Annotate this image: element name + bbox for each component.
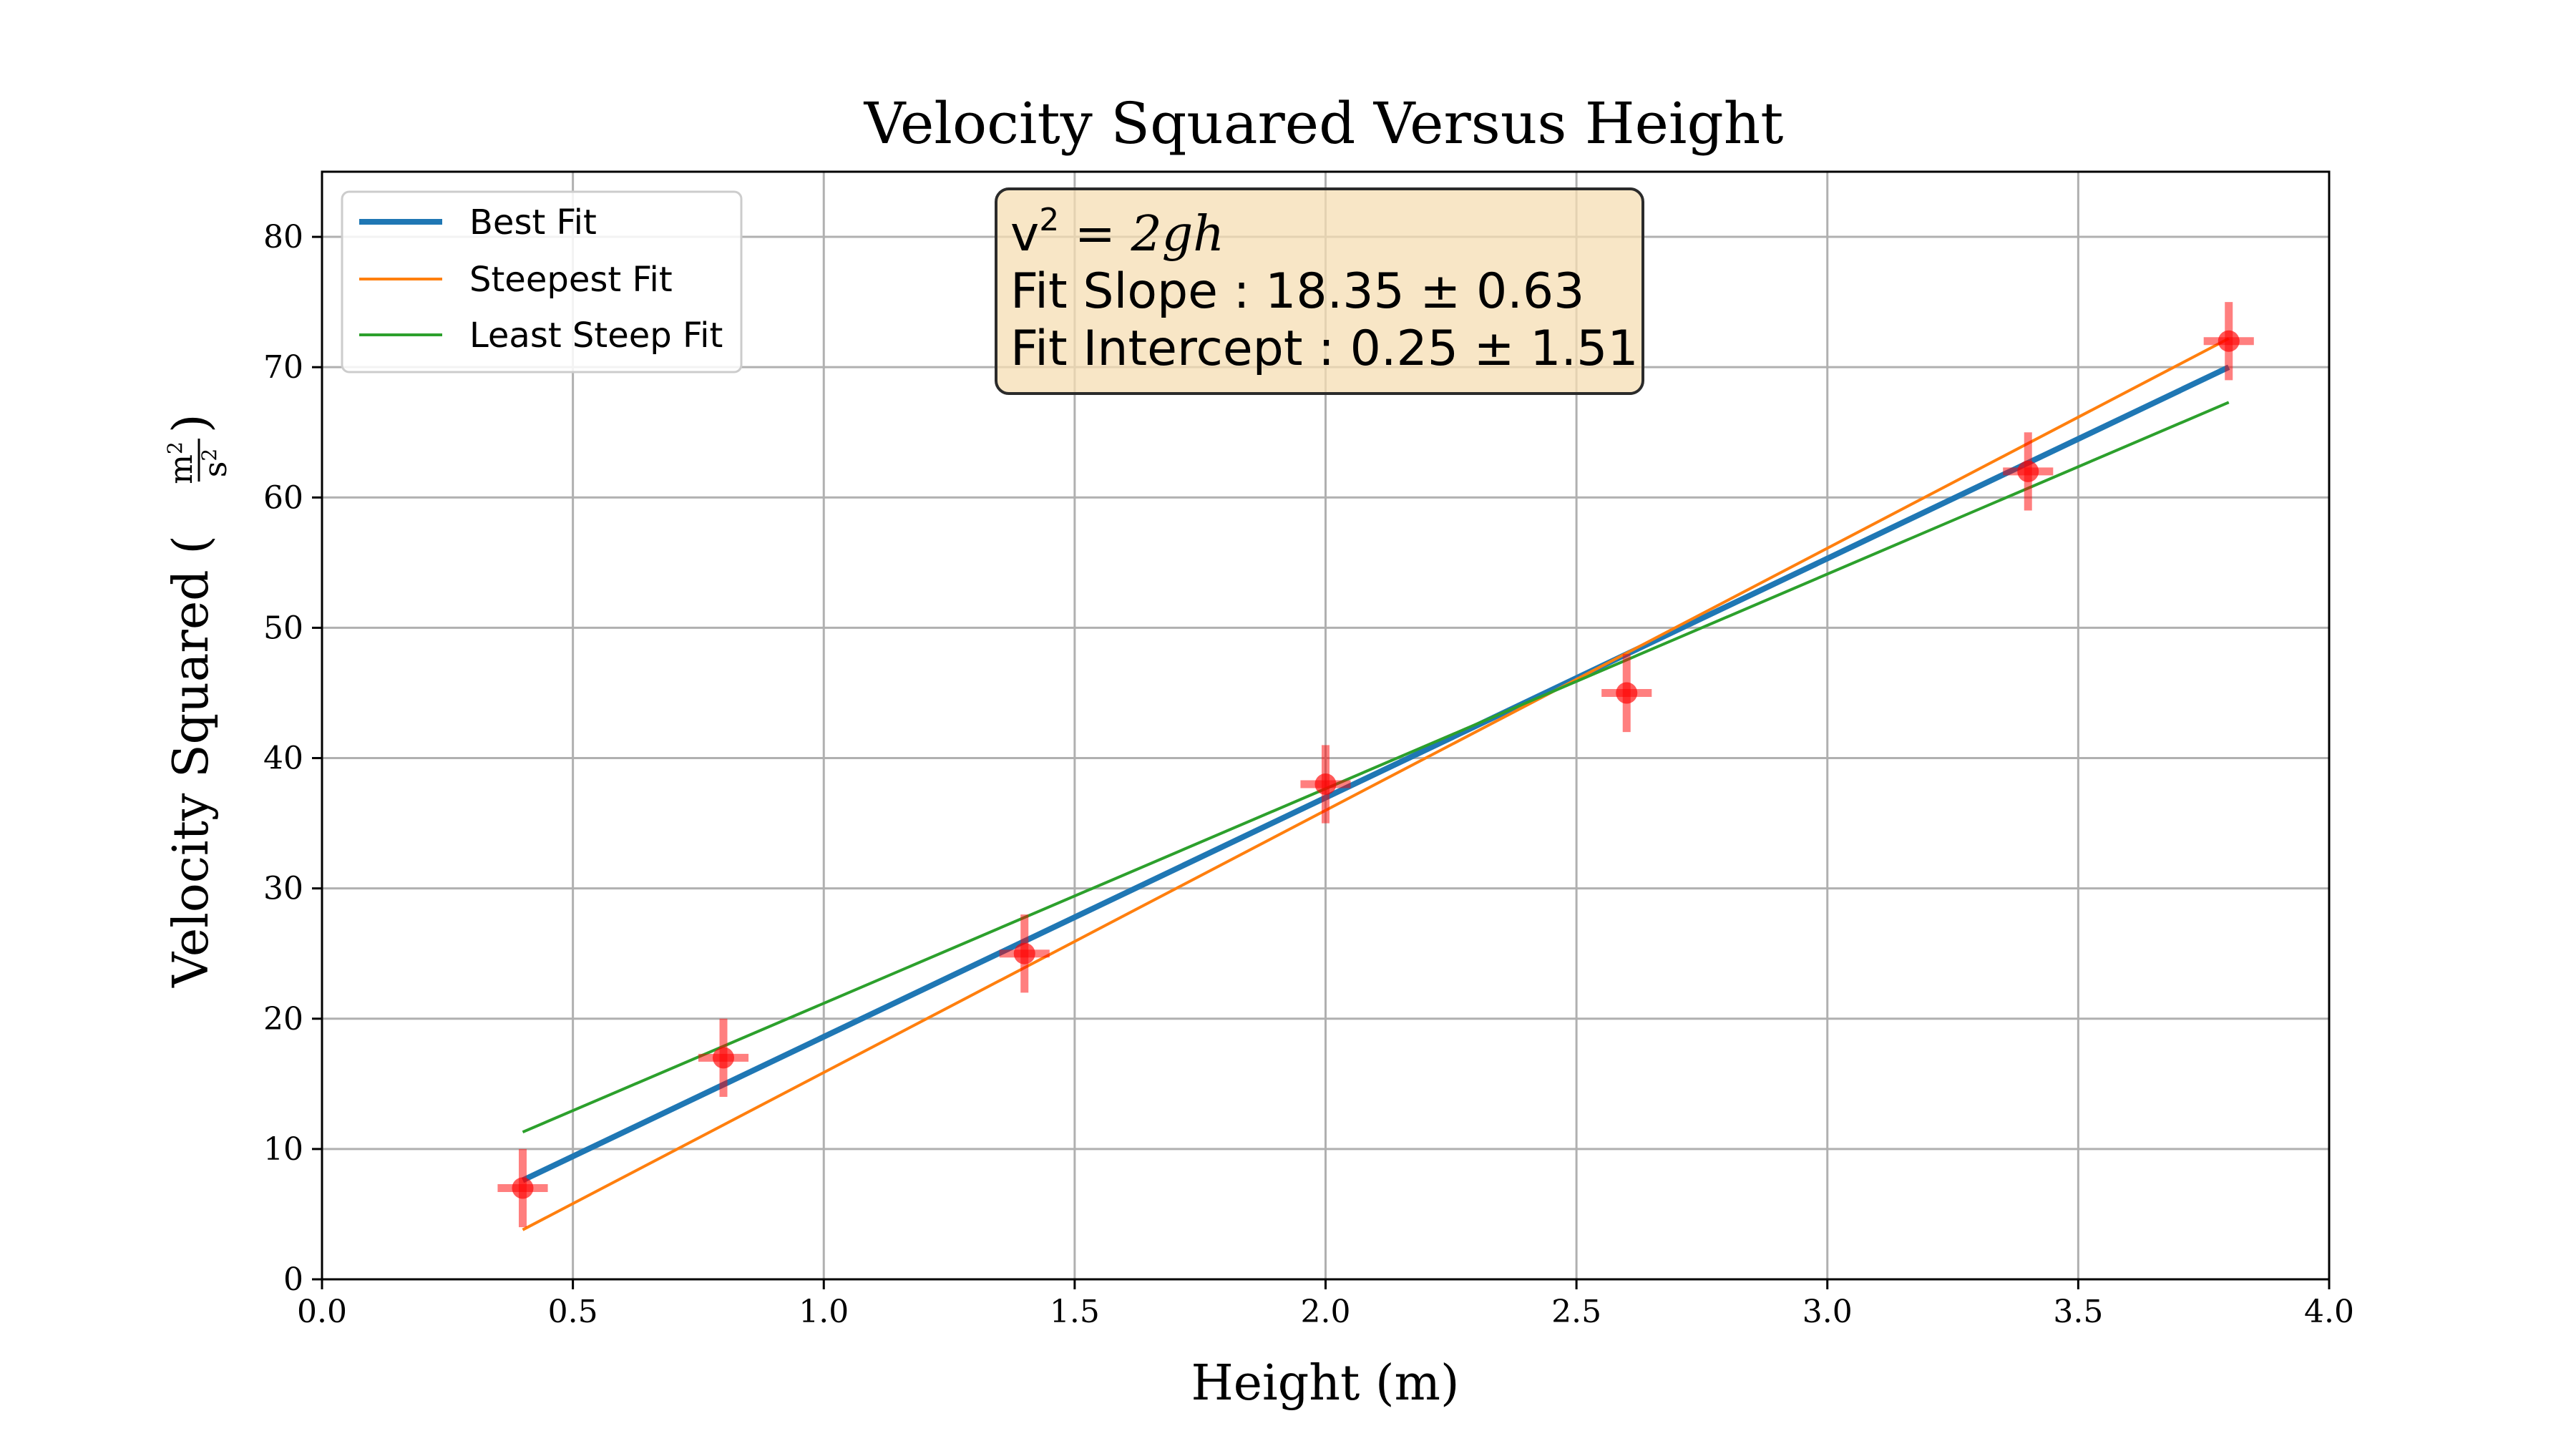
data-marker — [2017, 460, 2039, 482]
y-tick-label: 10 — [263, 1131, 303, 1168]
annotation-fit-intercept: Fit Intercept : 0.25 ± 1.51 — [1010, 321, 1639, 377]
data-points — [497, 302, 2254, 1228]
x-tick-label: 2.5 — [1551, 1294, 1601, 1330]
y-axis-label-close: ) — [163, 414, 220, 433]
data-point — [2203, 302, 2254, 381]
svg-text:Velocity Squared (: Velocity Squared ( — [163, 535, 220, 988]
data-point — [2003, 432, 2054, 511]
y-ticks: 0 10 20 30 40 50 60 70 80 — [263, 219, 322, 1298]
legend-box — [341, 190, 743, 373]
legend-label-least-steep-fit: Least Steep Fit — [469, 316, 723, 356]
data-point — [999, 914, 1050, 993]
y-tick-label: 50 — [263, 610, 303, 646]
x-tick-label: 1.0 — [799, 1294, 849, 1330]
series-line-least-steep-fit — [522, 401, 2230, 1134]
y-tick-label: 40 — [263, 741, 303, 777]
y-unit-denominator: s — [197, 461, 234, 478]
data-marker — [1616, 682, 1638, 704]
series-line-best-fit — [521, 364, 2230, 1183]
data-point — [1601, 653, 1652, 733]
fit-lines — [521, 337, 2230, 1231]
data-point — [1300, 745, 1351, 824]
legend: Best Fit Steepest Fit Least Steep Fit — [341, 190, 743, 373]
x-tick-label: 0.5 — [548, 1294, 598, 1330]
data-point — [497, 1148, 548, 1228]
y-unit-denominator-exp: 2 — [197, 449, 221, 461]
annotation-equation: v2 = 2gh — [1010, 202, 1224, 263]
annotation-box — [995, 187, 1644, 395]
y-unit-numerator: m — [163, 454, 200, 484]
data-marker — [2218, 330, 2240, 352]
data-marker — [512, 1177, 534, 1199]
y-axis-unit-fraction: m2 s2 — [163, 439, 234, 484]
data-marker — [1013, 942, 1035, 964]
legend-label-steepest-fit: Steepest Fit — [469, 260, 673, 300]
x-tick-label: 2.0 — [1301, 1294, 1351, 1330]
data-point — [698, 1018, 749, 1098]
y-tick-label: 0 — [283, 1261, 303, 1298]
plot-area-border — [321, 170, 2331, 1281]
x-tick-label: 3.5 — [2053, 1294, 2103, 1330]
x-tick-label: 1.5 — [1050, 1294, 1100, 1330]
svg-text:s2: s2 — [197, 449, 234, 477]
series-line-steepest-fit — [522, 337, 2230, 1231]
y-unit-numerator-exp: 2 — [163, 441, 187, 454]
chart-title: Velocity Squared Versus Height — [864, 90, 1784, 157]
data-marker — [713, 1047, 734, 1069]
y-axis-label-group: Velocity Squared ( m2 s2 ) — [163, 414, 234, 988]
y-tick-label: 70 — [263, 349, 303, 386]
y-tick-label: 30 — [263, 871, 303, 907]
y-tick-label: 80 — [263, 219, 303, 255]
legend-label-best-fit: Best Fit — [469, 202, 597, 243]
data-marker — [1314, 773, 1337, 795]
svg-text:m2: m2 — [163, 441, 200, 484]
y-tick-label: 20 — [263, 1001, 303, 1037]
fit-annotation: v2 = 2gh Fit Slope : 18.35 ± 0.63 Fit In… — [995, 187, 1644, 395]
x-axis-label: Height (m) — [1191, 1355, 1459, 1412]
x-ticks: 0.0 0.5 1.0 1.5 2.0 2.5 3.0 3.5 4.0 — [297, 1279, 2354, 1330]
annotation-fit-slope: Fit Slope : 18.35 ± 0.63 — [1010, 263, 1584, 320]
x-tick-label: 0.0 — [297, 1294, 347, 1330]
x-tick-label: 4.0 — [2304, 1294, 2354, 1330]
x-tick-label: 3.0 — [1802, 1294, 1853, 1330]
y-axis-label: Velocity Squared ( — [163, 535, 220, 988]
y-tick-label: 60 — [263, 479, 303, 516]
